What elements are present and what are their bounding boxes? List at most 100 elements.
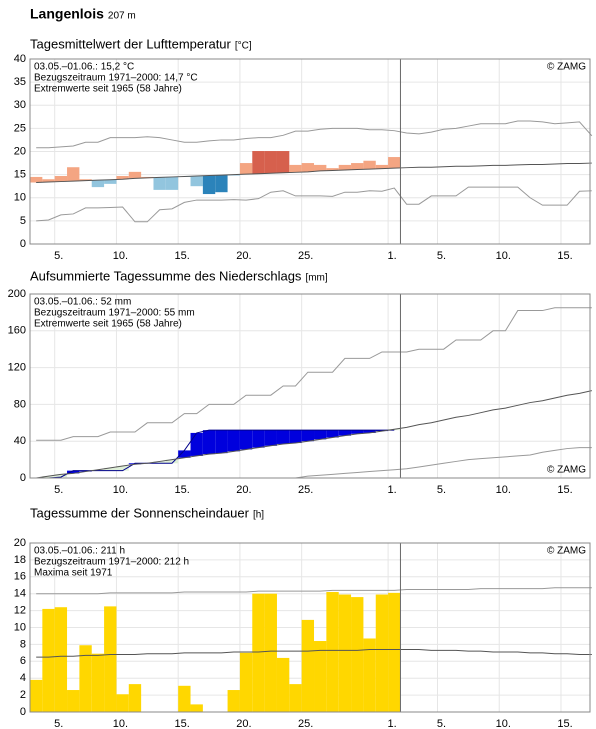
y-tick-label: 12 <box>14 605 26 617</box>
x-tick-label: 10. <box>496 484 511 496</box>
deviation-area <box>301 430 315 442</box>
bar <box>338 594 352 712</box>
deviation-area <box>104 467 117 471</box>
bar <box>363 160 376 170</box>
x-tick-label: 15. <box>557 718 572 729</box>
deviation-area <box>116 466 129 471</box>
deviation-area <box>252 430 265 448</box>
y-tick-label: 0 <box>20 706 26 718</box>
deviation-area <box>153 461 166 464</box>
plot-frame <box>29 58 591 245</box>
bar <box>67 167 80 182</box>
bar <box>67 690 80 712</box>
bar <box>289 164 302 173</box>
elevation: 207 m <box>108 11 136 22</box>
deviation-area <box>67 470 80 474</box>
panel-title: Tagessumme der Sonnenscheindauer <box>30 505 250 520</box>
normal-line <box>36 162 592 183</box>
bar <box>79 645 92 712</box>
x-tick-label: 20. <box>236 718 251 729</box>
x-tick-label: 10. <box>113 484 128 496</box>
bar <box>153 177 166 190</box>
bar <box>104 606 117 712</box>
bar <box>128 171 142 179</box>
y-tick-label: 25 <box>14 122 26 134</box>
bar <box>252 593 265 712</box>
y-tick-label: 40 <box>14 435 26 447</box>
y-tick-label: 120 <box>8 362 26 374</box>
bar <box>326 168 339 171</box>
bar <box>104 179 117 184</box>
x-tick-label: 15. <box>175 718 190 729</box>
y-tick-label: 5 <box>20 215 26 227</box>
bar <box>30 176 43 183</box>
x-tick-label: 20. <box>236 250 251 262</box>
bar <box>116 694 129 712</box>
cumulative-line <box>36 429 395 479</box>
annotation: Bezugszeitraum 1971–2000: 55 mm <box>34 308 195 319</box>
deviation-area <box>178 450 191 458</box>
max-line <box>36 307 592 441</box>
bar <box>116 176 129 180</box>
deviation-area <box>326 430 339 438</box>
deviation-area <box>227 430 240 452</box>
bar <box>54 607 68 712</box>
y-tick-label: 8 <box>20 638 26 650</box>
panel-title: Tagesmittelwert der Lufttemperatur <box>30 36 232 51</box>
min-line <box>36 186 592 223</box>
deviation-area <box>363 430 376 433</box>
deviation-area <box>338 430 352 436</box>
bar <box>338 164 352 170</box>
normal-line <box>36 648 592 658</box>
annotation: Bezugszeitraum 1971–2000: 212 h <box>34 557 189 568</box>
bar <box>227 690 240 712</box>
x-tick-label: 5. <box>54 250 63 262</box>
bar <box>264 593 277 712</box>
y-tick-label: 10 <box>14 621 26 633</box>
x-tick-label: 10. <box>496 718 511 729</box>
bar <box>276 657 290 712</box>
deviation-area <box>202 430 216 455</box>
x-tick-label: 15. <box>557 250 572 262</box>
x-tick-label: 1. <box>388 484 397 496</box>
bar <box>91 653 105 712</box>
y-tick-label: 20 <box>14 537 26 549</box>
bar <box>178 685 191 712</box>
annotation: 03.05.–01.06.: 211 h <box>34 546 125 557</box>
bar <box>314 164 327 171</box>
bar <box>165 176 179 190</box>
y-tick-label: 15 <box>14 169 26 181</box>
x-tick-label: 5. <box>54 484 63 496</box>
deviation-area <box>165 459 179 464</box>
bar <box>351 163 364 170</box>
plot-frame <box>29 293 591 479</box>
bar <box>54 176 68 182</box>
x-tick-label: 1. <box>388 250 397 262</box>
deviation-area <box>351 430 364 434</box>
x-tick-label: 5. <box>437 484 446 496</box>
bar <box>239 652 253 712</box>
x-tick-label: 20. <box>236 484 251 496</box>
y-tick-label: 160 <box>8 325 26 337</box>
bar <box>79 179 92 181</box>
deviation-area <box>42 476 55 478</box>
panel-title: Aufsummierte Tagessumme des Niederschlag… <box>30 268 302 283</box>
bar <box>388 157 401 169</box>
y-tick-label: 14 <box>14 588 26 600</box>
annotation: 03.05.–01.06.: 15,2 °C <box>34 62 134 73</box>
x-tick-label: 25. <box>298 484 313 496</box>
bar <box>215 175 228 193</box>
bar <box>326 592 339 712</box>
bar <box>363 638 376 712</box>
x-tick-label: 15. <box>557 484 572 496</box>
y-tick-label: 6 <box>20 655 26 667</box>
bar <box>264 151 277 174</box>
x-tick-label: 1. <box>388 718 397 729</box>
annotation: Bezugszeitraum 1971–2000: 14,7 °C <box>34 73 198 84</box>
bar <box>375 594 389 712</box>
station: Langenlois <box>30 6 104 22</box>
y-tick-label: 200 <box>8 288 26 300</box>
x-tick-label: 5. <box>54 718 63 729</box>
deviation-area <box>289 430 302 444</box>
